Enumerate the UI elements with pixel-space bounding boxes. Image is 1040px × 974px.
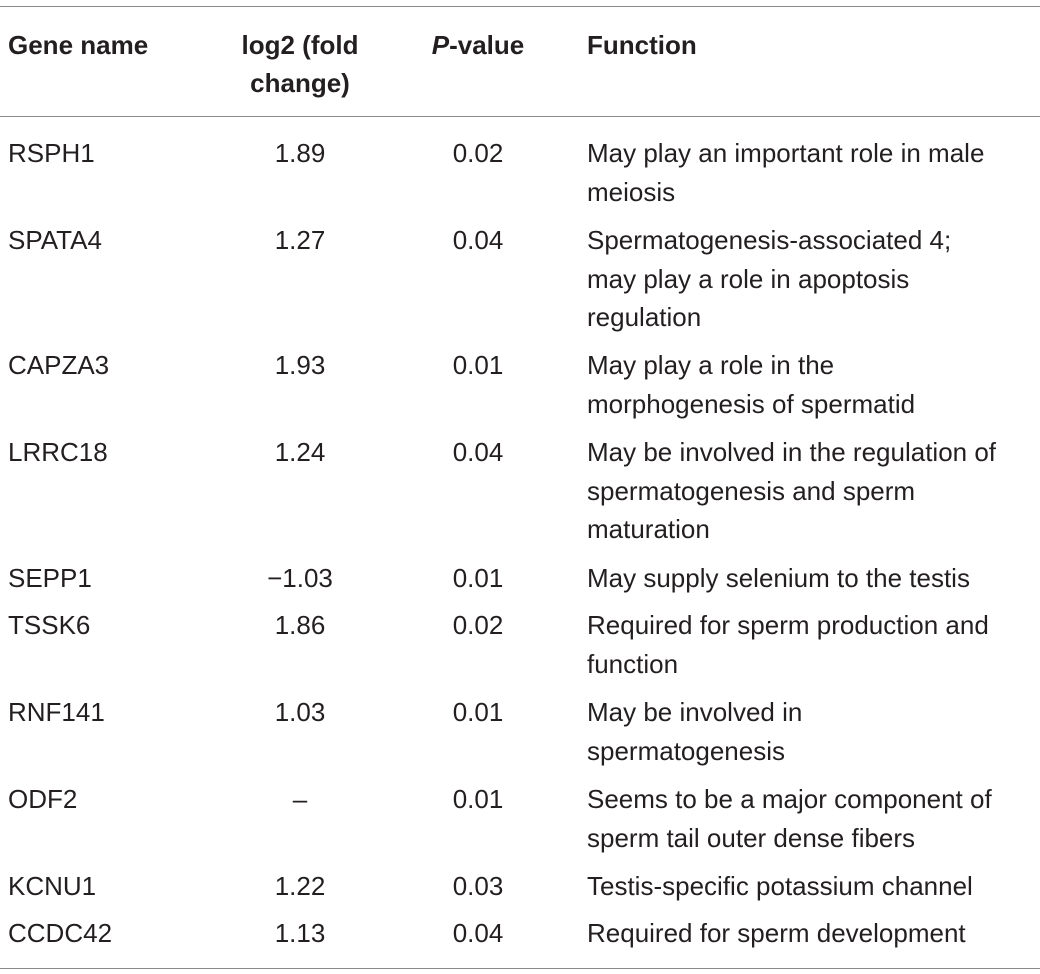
p-value-cell: 0.02: [452, 610, 504, 640]
header-p-rest: -value: [449, 30, 525, 60]
p-value-cell: 0.04: [452, 225, 504, 255]
function-cell: May be involved in the regulation of sper…: [587, 433, 1037, 549]
function-line: Spermatogenesis-associated 4;: [587, 225, 952, 255]
log2-fold-change-cell: 1.93: [274, 350, 326, 380]
gene-name-cell: RSPH1: [8, 138, 95, 168]
function-line: May play an important role in male: [587, 138, 985, 168]
p-value-cell: 0.02: [452, 138, 504, 168]
gene-name-cell: KCNU1: [8, 871, 97, 901]
header-rule: [0, 116, 1040, 117]
p-value-cell: 0.01: [452, 563, 504, 593]
log2-fold-change-cell: –: [292, 784, 308, 814]
gene-name-cell: CCDC42: [8, 918, 113, 948]
function-line: May supply selenium to the testis: [587, 563, 970, 593]
function-cell: May supply selenium to the testis: [587, 559, 1037, 598]
function-line: May be involved in: [587, 697, 803, 727]
p-value-cell: 0.01: [452, 350, 504, 380]
header-p-value: P-value: [408, 26, 548, 64]
function-cell: Required for sperm production and functio…: [587, 606, 1037, 683]
header-gene-name: Gene name: [8, 30, 149, 60]
log2-fold-change-cell: 1.13: [274, 918, 326, 948]
log2-fold-change-cell: 1.89: [274, 138, 326, 168]
p-value-cell: 0.04: [452, 918, 504, 948]
function-cell: May play a role in the morphogenesis of s…: [587, 346, 1037, 423]
header-fc-line2: change): [250, 68, 350, 98]
header-fc-line1: log2 (fold: [241, 30, 359, 60]
function-line: Testis-specific potassium channel: [587, 871, 973, 901]
function-cell: Seems to be a major component of sperm ta…: [587, 780, 1037, 857]
gene-name-cell: ODF2: [8, 784, 78, 814]
function-line: spermatogenesis: [587, 735, 785, 766]
gene-name-cell: SEPP1: [8, 563, 92, 593]
log2-fold-change-cell: 1.24: [274, 437, 326, 467]
function-line: regulation: [587, 302, 702, 332]
header-log2-fold-change: log2 (fold change): [212, 26, 388, 102]
gene-name-cell: SPATA4: [8, 225, 102, 255]
function-line: May play a role in the: [587, 350, 835, 380]
function-cell: Spermatogenesis-associated 4; may play a …: [587, 221, 1037, 337]
function-line: sperm tail outer dense fibers: [587, 822, 916, 853]
p-value-cell: 0.04: [452, 437, 504, 467]
function-line: May be involved in the regulation of: [587, 437, 997, 467]
header-function: Function: [587, 30, 697, 60]
function-cell: Required for sperm development: [587, 914, 1037, 953]
function-line: spermatogenesis and sperm: [587, 475, 916, 506]
p-value-cell: 0.01: [452, 697, 504, 727]
function-line: function: [587, 648, 679, 679]
log2-fold-change-cell: 1.27: [274, 225, 326, 255]
log2-fold-change-cell: 1.22: [274, 871, 326, 901]
gene-name-cell: LRRC18: [8, 437, 108, 467]
function-cell: May be involved in spermatogenesis: [587, 693, 1037, 770]
header-p-italic: P: [431, 30, 450, 60]
gene-name-cell: CAPZA3: [8, 350, 110, 380]
p-value-cell: 0.03: [452, 871, 504, 901]
function-line: morphogenesis of spermatid: [587, 388, 916, 419]
gene-name-cell: RNF141: [8, 697, 105, 727]
top-rule: [0, 6, 1040, 7]
bottom-rule: [0, 968, 1040, 969]
function-cell: Testis-specific potassium channel: [587, 867, 1037, 906]
function-line: meiosis: [587, 176, 676, 207]
function-line: Required for sperm production and: [587, 610, 989, 640]
p-value-cell: 0.01: [452, 784, 504, 814]
function-line: Seems to be a major component of: [587, 784, 992, 814]
log2-fold-change-cell: 1.86: [274, 610, 326, 640]
log2-fold-change-cell: −1.03: [267, 563, 333, 593]
gene-name-cell: TSSK6: [8, 610, 91, 640]
function-line: maturation: [587, 514, 710, 544]
log2-fold-change-cell: 1.03: [274, 697, 326, 727]
function-line: Required for sperm development: [587, 918, 966, 948]
function-line: may play a role in apoptosis: [587, 263, 910, 294]
function-cell: May play an important role in male meiosi…: [587, 134, 1037, 211]
